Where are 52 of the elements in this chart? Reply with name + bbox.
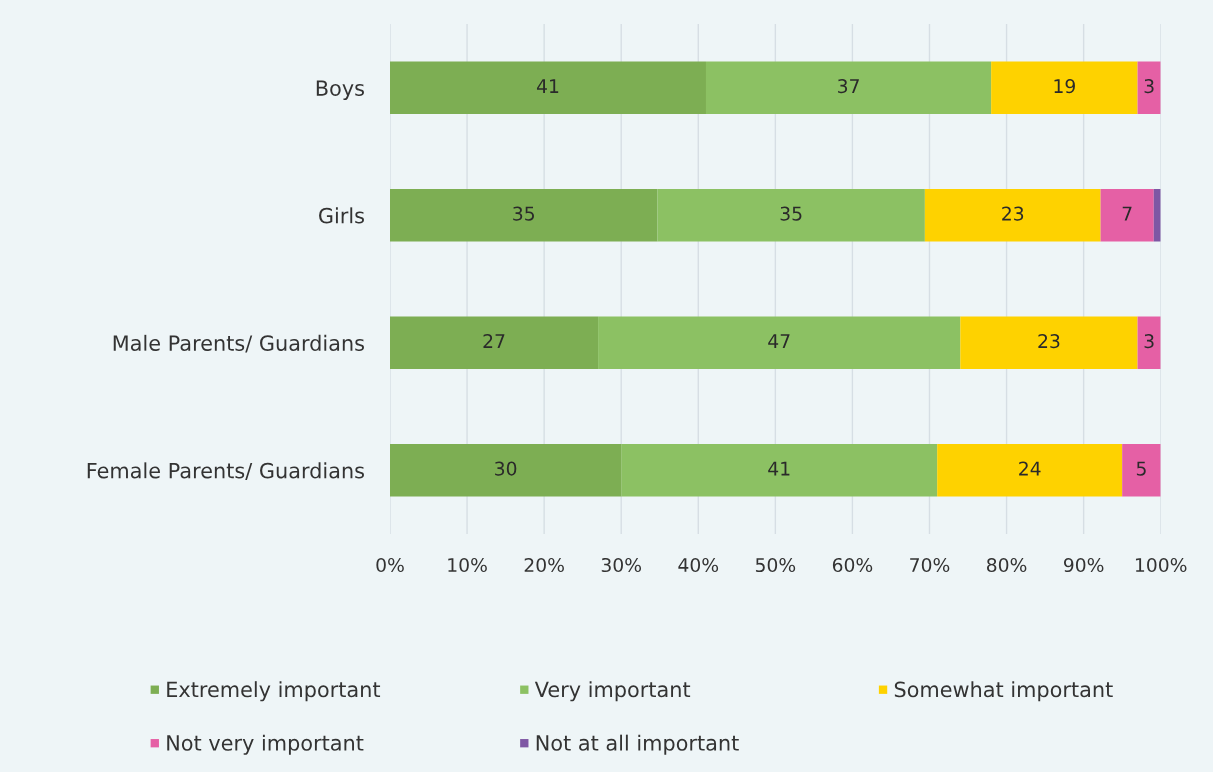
- bar: [598, 316, 961, 369]
- data-label: 35: [513, 206, 535, 221]
- data-label: 41: [768, 461, 790, 476]
- data-label: 41: [536, 79, 559, 93]
- bar: [390, 61, 706, 114]
- data-label: 23: [1002, 206, 1024, 221]
- legend-label: Very important: [534, 681, 691, 702]
- bar: [1137, 61, 1161, 114]
- x-tick-label: 30%: [601, 557, 642, 573]
- x-tick-label: 70%: [910, 557, 950, 573]
- x-tick-label: 60%: [832, 557, 873, 573]
- bar: [960, 316, 1138, 369]
- data-label: 24: [1019, 461, 1041, 476]
- legend-label: Not at all important: [536, 734, 739, 755]
- bar: [1122, 444, 1161, 497]
- y-tick-label: Male Parents/ Guardians: [113, 334, 364, 353]
- data-label: 27: [483, 334, 505, 348]
- x-tick-label: 100%: [1135, 557, 1187, 573]
- bar: [705, 61, 992, 114]
- bar: [1100, 189, 1154, 242]
- legend-label: Extremely important: [167, 681, 381, 702]
- x-tick-label: 20%: [524, 557, 564, 573]
- x-tick-label: 80%: [986, 557, 1027, 573]
- bar: [991, 61, 1138, 114]
- x-tick-label: 50%: [755, 557, 796, 573]
- bar: [390, 189, 658, 242]
- x-tick-label: 90%: [1063, 557, 1104, 573]
- x-tick-label: 40%: [678, 557, 719, 573]
- y-tick-label: Boys: [316, 80, 364, 100]
- data-label: 37: [838, 79, 859, 94]
- x-tick-label: 0%: [376, 557, 404, 573]
- data-label: 3: [1144, 79, 1154, 94]
- data-label: 7: [1122, 206, 1132, 221]
- bar: [924, 189, 1101, 242]
- y-tick-label: Female Parents/ Guardians: [87, 462, 364, 481]
- data-label: 47: [768, 334, 790, 348]
- bar: [621, 444, 938, 497]
- bar: [937, 444, 1123, 497]
- y-tick-label: Girls: [319, 207, 364, 224]
- legend-label: Somewhat important: [894, 681, 1113, 702]
- data-label: 35: [780, 206, 802, 221]
- legend-label: Not very important: [167, 734, 364, 755]
- data-label: 5: [1136, 461, 1146, 476]
- data-label: 3: [1144, 334, 1154, 349]
- bar: [1137, 316, 1161, 369]
- data-label: 23: [1038, 334, 1060, 349]
- data-label: 19: [1054, 79, 1075, 94]
- bar: [390, 316, 599, 369]
- bar: [390, 444, 622, 497]
- bar: [657, 189, 925, 242]
- data-label: 30: [495, 461, 517, 476]
- x-tick-label: 10%: [448, 557, 487, 573]
